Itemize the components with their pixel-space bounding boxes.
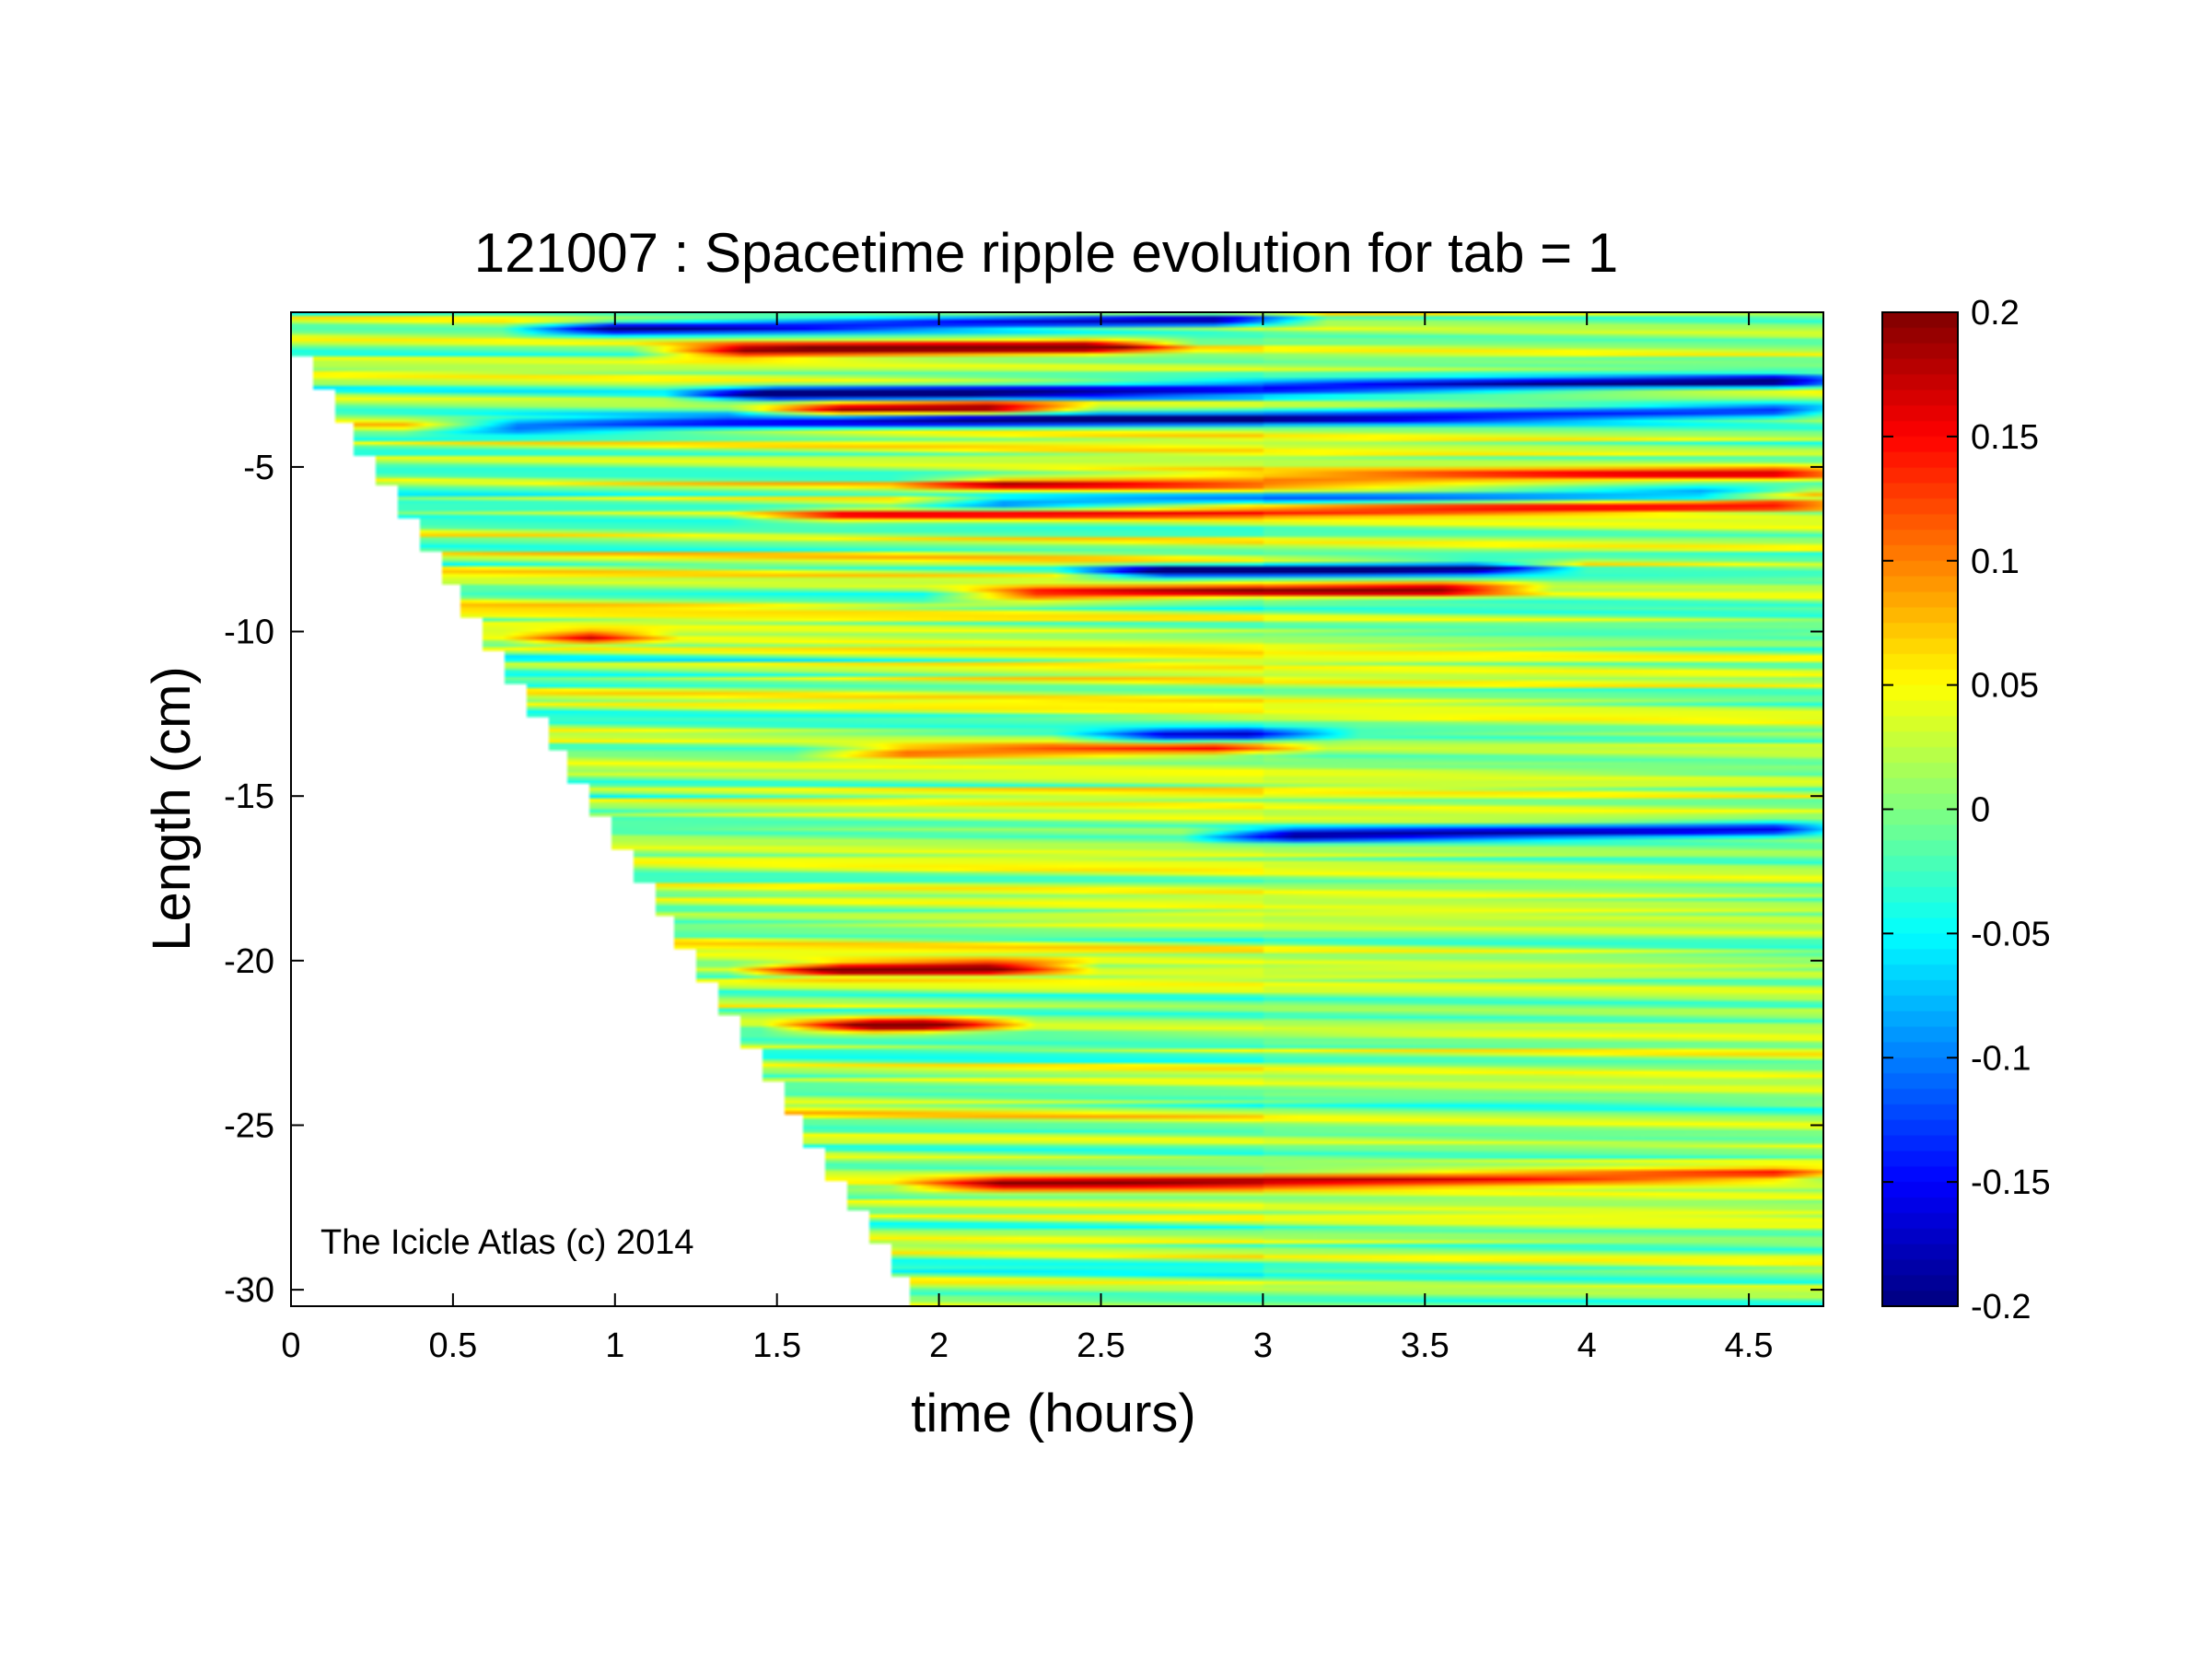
x-tick-label: 2.5: [1077, 1326, 1125, 1365]
copyright-annotation: The Icicle Atlas (c) 2014: [320, 1223, 694, 1262]
colorbar-tick-label: -0.15: [1971, 1163, 2051, 1202]
colorbar-tick-label: -0.05: [1971, 915, 2051, 953]
colorbar-tick-label: 0.1: [1971, 543, 2020, 581]
y-tick-label: -25: [224, 1106, 274, 1145]
heatmap-image: [291, 312, 1823, 1306]
x-tick-label: 0: [281, 1326, 300, 1365]
colorbar-ticks: 0.2 0.15 0.1 0.05 0 -0.05 -0.1 -0.15 -0.2: [1882, 294, 2051, 1326]
x-tick-label: 4.5: [1725, 1326, 1774, 1365]
plot-frame: [290, 311, 1824, 1307]
colorbar-tick-label: -0.2: [1971, 1288, 2031, 1326]
y-axis: -5 -10 -15 -20 -25 -30: [224, 449, 1823, 1310]
y-tick-label: -10: [224, 613, 274, 652]
x-tick-label: 3.5: [1401, 1326, 1449, 1365]
colorbar: 0.2 0.15 0.1 0.05 0 -0.05 -0.1 -0.15 -0.2: [1881, 294, 2051, 1326]
colorbar-tick-label: 0: [1971, 791, 1990, 830]
plot-area: [290, 311, 1824, 1307]
y-tick-label: -30: [224, 1271, 274, 1310]
colorbar-tick-label: 0.15: [1971, 418, 2039, 457]
x-tick-label: 0.5: [428, 1326, 477, 1365]
colorbar-tick-label: -0.1: [1971, 1039, 2031, 1078]
y-tick-label: -5: [243, 449, 274, 487]
x-tick-label: 4: [1578, 1326, 1597, 1365]
colorbar-tick-label: 0.05: [1971, 667, 2039, 706]
colorbar-gradient: [1882, 312, 1958, 1306]
x-tick-label: 2: [929, 1326, 949, 1365]
y-tick-label: -15: [224, 777, 274, 816]
x-tick-label: 3: [1253, 1326, 1273, 1365]
chart-title: 121007 : Spacetime ripple evolution for …: [474, 222, 1618, 284]
x-axis: 0 0.5 1 1.5 2 2.5 3 3.5 4 4.5: [281, 312, 1774, 1365]
x-axis-label: time (hours): [911, 1384, 1195, 1443]
x-tick-label: 1.5: [752, 1326, 801, 1365]
colorbar-tick-label: 0.2: [1971, 294, 2020, 333]
y-tick-label: -20: [224, 942, 274, 981]
y-axis-label: Length (cm): [142, 666, 202, 951]
x-tick-label: 1: [605, 1326, 624, 1365]
